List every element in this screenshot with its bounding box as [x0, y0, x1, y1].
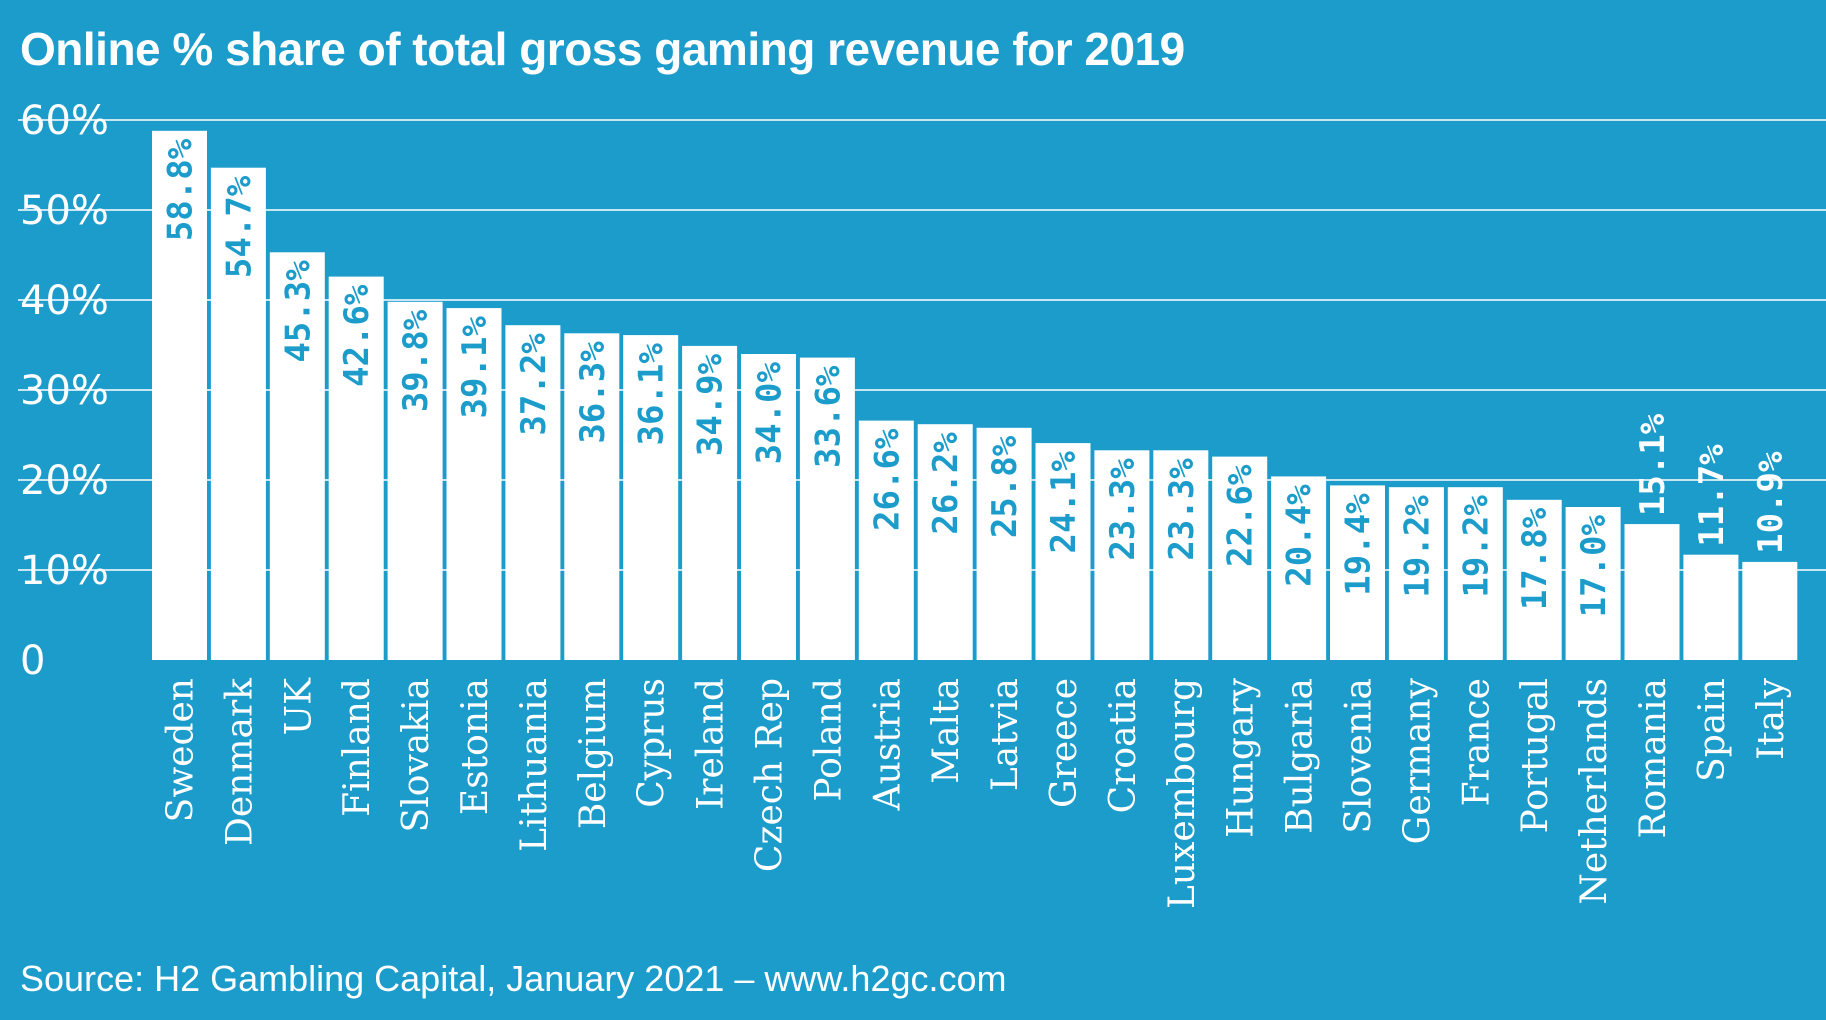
x-tick-label: Sweden [161, 678, 202, 822]
bar [269, 252, 325, 661]
bar [1506, 499, 1562, 660]
x-tick-label: Latvia [985, 678, 1026, 791]
data-label: 19.4% [1339, 493, 1379, 596]
x-tick-label: Hungary [1221, 677, 1262, 837]
bar [328, 276, 384, 660]
data-label: 58.8% [161, 138, 201, 241]
x-tick-label: Netherlands [1574, 678, 1615, 905]
x-tick-label: Cyprus [632, 678, 673, 808]
data-label: 20.4% [1280, 484, 1320, 587]
bar [799, 357, 855, 660]
x-tick-label: Italy [1751, 677, 1792, 760]
y-tick-label: 20% [20, 458, 109, 504]
x-tick-label: Poland [808, 678, 849, 802]
x-tick-label: Finland [337, 678, 378, 817]
bar [1153, 450, 1209, 660]
chart-title: Online % share of total gross gaming rev… [20, 23, 1185, 75]
y-tick-label: 50% [20, 188, 109, 234]
y-tick-label: 40% [20, 278, 109, 324]
data-label: 42.6% [337, 284, 377, 387]
x-tick-label: Czech Rep [750, 678, 791, 872]
data-label: 23.3% [1162, 458, 1202, 561]
bar [210, 167, 266, 660]
x-tick-label: France [1456, 678, 1497, 806]
data-label: 23.3% [1103, 458, 1143, 561]
data-label: 37.2% [514, 333, 554, 436]
data-label: 26.6% [867, 428, 907, 531]
bar [1271, 476, 1327, 660]
bar [446, 308, 502, 660]
bar [1330, 485, 1385, 660]
data-label: 11.7% [1692, 444, 1732, 547]
x-tick-label: Austria [867, 678, 908, 811]
bar [858, 420, 914, 660]
bar [152, 130, 207, 661]
x-tick-label: Ireland [691, 678, 732, 810]
bar [1624, 524, 1680, 660]
bar [1565, 507, 1621, 660]
x-tick-label: Greece [1044, 678, 1085, 808]
data-label: 25.8% [985, 435, 1025, 538]
x-tick-label: Denmark [219, 677, 260, 846]
data-labels: 58.8% 54.7% 45.3% 42.6% 39.8% 39.1% 37.2% 36.3%… [161, 138, 1791, 617]
bar [387, 301, 443, 660]
data-label: 17.0% [1574, 514, 1614, 617]
data-label: 17.8% [1515, 507, 1555, 610]
x-tick-label: Bulgaria [1280, 678, 1321, 834]
data-label: 19.2% [1397, 495, 1437, 598]
bar [1683, 554, 1739, 660]
data-label: 34.9% [691, 353, 731, 456]
x-tick-label: Estonia [455, 678, 496, 815]
x-tick-label: UK [278, 677, 319, 735]
data-label: 36.3% [573, 341, 613, 444]
x-tick-label: Croatia [1103, 678, 1144, 813]
x-tick-label: Luxembourg [1162, 678, 1203, 909]
y-axis-ticks: 0 10% 20% 30% 40% 50% 60% [20, 98, 109, 684]
x-tick-label: Romania [1633, 678, 1674, 839]
bar [976, 427, 1032, 660]
data-label: 19.2% [1456, 495, 1496, 598]
x-tick-label: Malta [926, 678, 967, 784]
data-label: 39.8% [396, 309, 436, 412]
x-tick-label: Lithuania [514, 678, 555, 852]
x-axis-ticks: Sweden Denmark UK Finland Slovakia Estonia Lit… [161, 677, 1792, 909]
bar [1212, 456, 1268, 660]
bar [1447, 487, 1503, 660]
bar [564, 333, 620, 660]
bar [1035, 443, 1091, 660]
y-tick-label: 60% [20, 98, 109, 144]
data-label: 33.6% [808, 365, 848, 468]
bar [1388, 487, 1444, 660]
data-label: 54.7% [219, 175, 259, 278]
data-label: 26.2% [926, 432, 966, 535]
y-tick-label: 30% [20, 368, 109, 414]
y-tick-label: 0 [20, 638, 45, 684]
bar [741, 354, 796, 660]
data-label: 10.9% [1751, 451, 1791, 554]
data-label: 45.3% [278, 260, 318, 363]
x-tick-label: Slovakia [396, 678, 437, 832]
y-tick-label: 10% [20, 548, 109, 594]
x-tick-label: Belgium [573, 678, 614, 829]
bar [623, 335, 679, 660]
source-note: Source: H2 Gambling Capital, January 202… [20, 958, 1007, 999]
bar [1742, 561, 1798, 660]
data-label: 22.6% [1221, 464, 1261, 567]
x-tick-label: Spain [1692, 678, 1733, 782]
bars [152, 130, 1798, 661]
data-label: 39.1% [455, 316, 495, 419]
x-tick-label: Slovenia [1339, 678, 1380, 834]
x-tick-label: Germany [1397, 677, 1438, 844]
bar [1094, 450, 1150, 660]
bar [682, 345, 738, 660]
data-label: 34.0% [750, 361, 790, 464]
data-label: 24.1% [1044, 451, 1084, 554]
x-tick-label: Portugal [1515, 678, 1556, 833]
bar [505, 325, 561, 660]
data-label: 15.1% [1633, 413, 1673, 516]
bar [917, 424, 973, 660]
data-label: 36.1% [632, 343, 672, 446]
